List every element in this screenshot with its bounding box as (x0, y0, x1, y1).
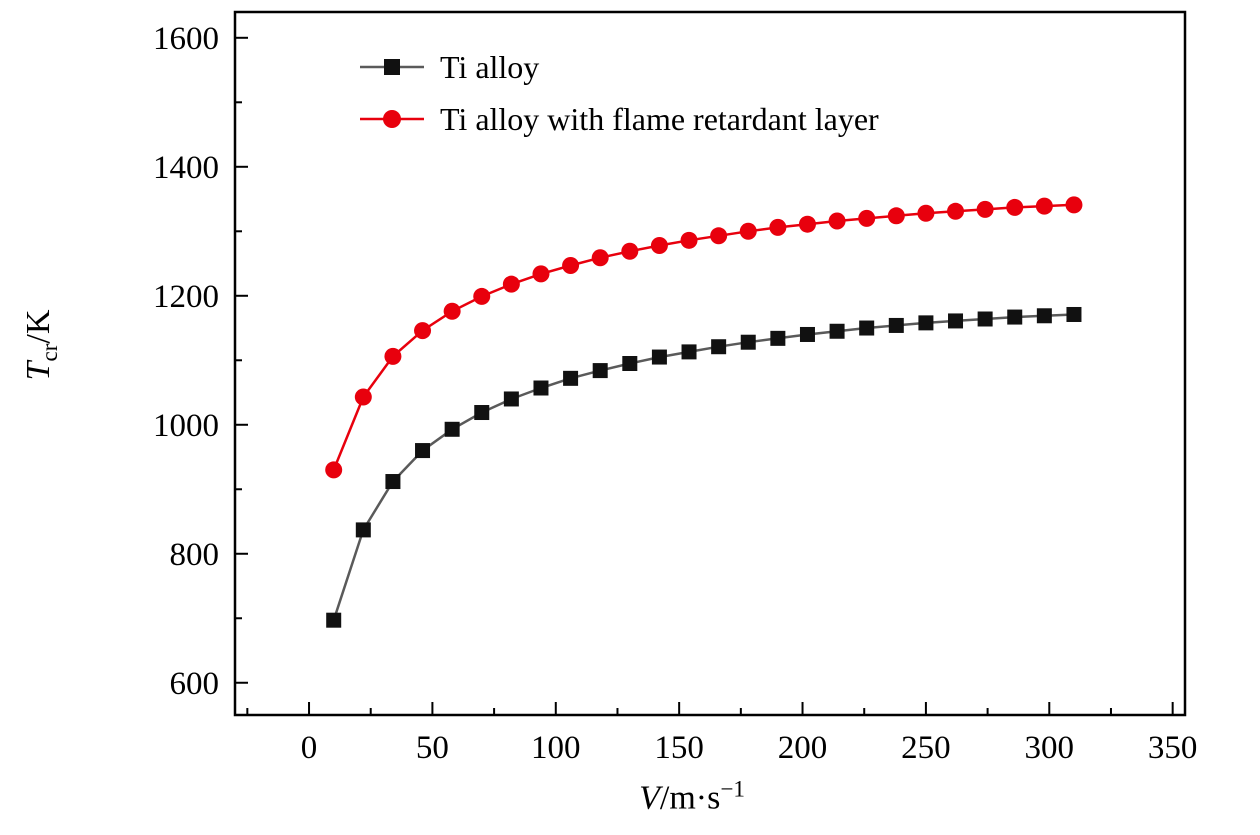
x-axis-label: V/m·s−1 (639, 776, 745, 817)
legend-label: Ti alloy (440, 48, 540, 85)
svg-text:600: 600 (170, 666, 220, 702)
svg-text:250: 250 (901, 730, 951, 766)
y-axis-label-symbol: T (20, 361, 58, 381)
svg-text:100: 100 (531, 730, 581, 766)
legend-marker-circle-icon (360, 110, 424, 128)
legend-marker-square-icon (360, 59, 424, 75)
y-axis-label-subscript: cr (36, 343, 63, 362)
svg-text:300: 300 (1025, 730, 1075, 766)
svg-text:50: 50 (416, 730, 449, 766)
legend-label: Ti alloy with flame retardant layer (440, 100, 879, 137)
svg-text:350: 350 (1148, 730, 1198, 766)
svg-text:0: 0 (301, 730, 318, 766)
legend: Ti alloy Ti alloy with flame retardant l… (360, 44, 879, 142)
y-axis-label: Tcr/K (20, 310, 64, 381)
svg-text:1200: 1200 (153, 279, 219, 315)
svg-text:200: 200 (778, 730, 828, 766)
legend-item-ti-alloy-flame-retardant: Ti alloy with flame retardant layer (360, 96, 879, 142)
y-axis-label-unit: /K (20, 309, 58, 344)
svg-text:150: 150 (654, 730, 704, 766)
x-axis-label-exponent: −1 (720, 776, 745, 803)
legend-item-ti-alloy: Ti alloy (360, 44, 879, 90)
svg-text:1000: 1000 (153, 408, 219, 444)
svg-text:1600: 1600 (153, 21, 219, 57)
svg-text:1400: 1400 (153, 150, 219, 186)
x-axis-label-symbol: V (639, 779, 660, 817)
x-axis-label-unit: /m·s (659, 779, 721, 817)
svg-text:800: 800 (170, 537, 220, 573)
